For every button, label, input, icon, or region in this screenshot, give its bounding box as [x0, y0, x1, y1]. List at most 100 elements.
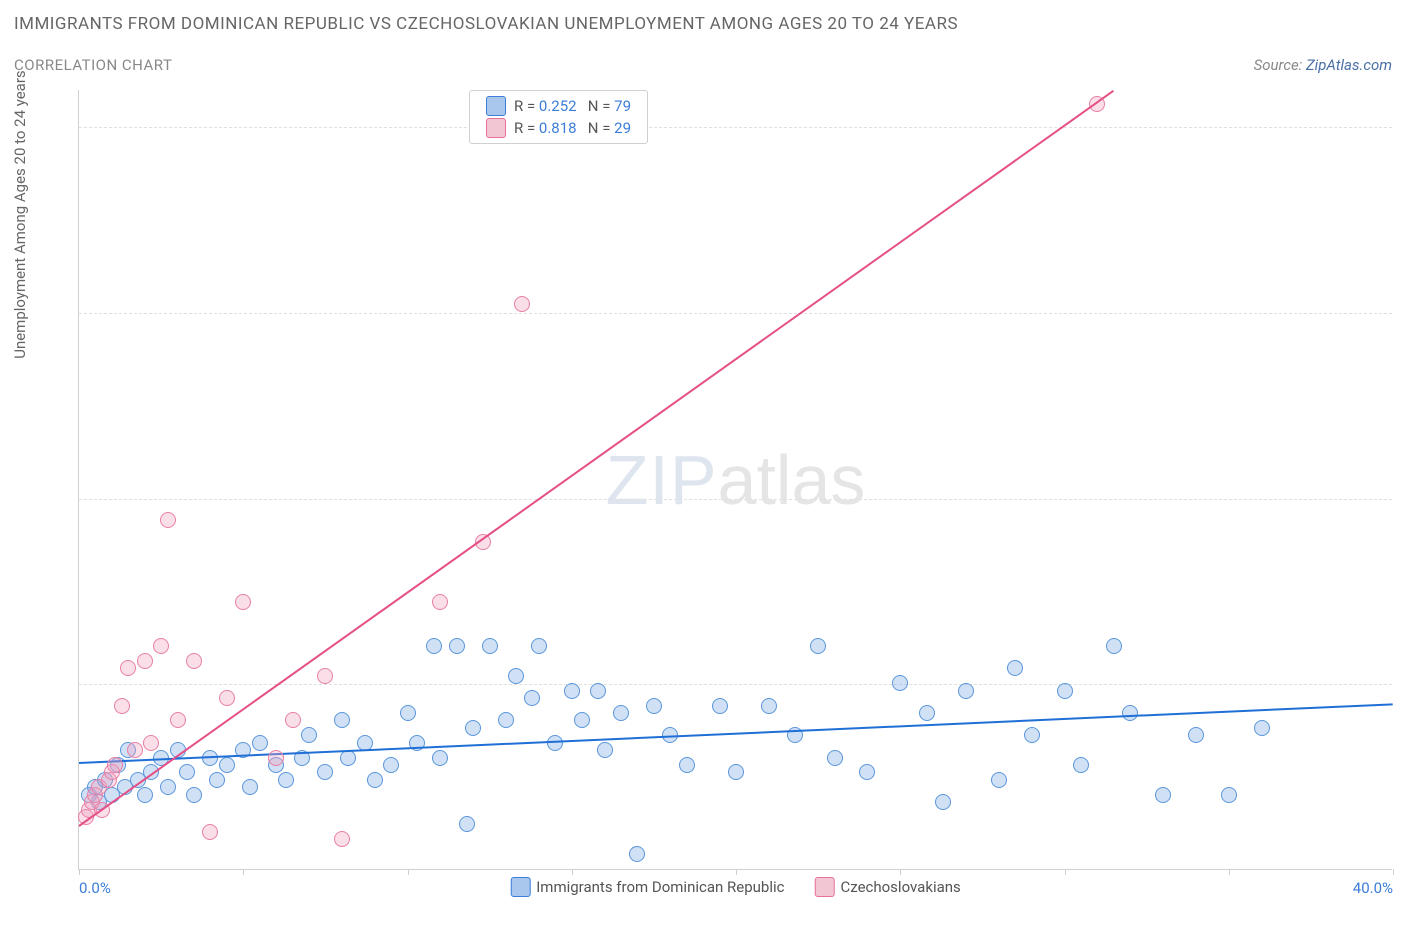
data-point: [153, 638, 169, 654]
x-tick: [408, 869, 409, 875]
data-point: [252, 735, 268, 751]
source-prefix: Source:: [1254, 56, 1306, 74]
grid-line: [79, 127, 1392, 128]
x-tick: [572, 869, 573, 875]
legend-text: R = 0.252 N = 79: [514, 97, 631, 115]
legend-item: Czechoslovakians: [814, 877, 960, 897]
data-point: [1024, 727, 1040, 743]
data-point: [531, 638, 547, 654]
data-point: [186, 653, 202, 669]
chart-title: IMMIGRANTS FROM DOMINICAN REPUBLIC VS CZ…: [14, 14, 958, 34]
data-point: [367, 772, 383, 788]
legend-box: R = 0.252 N = 79 R = 0.818 N = 29: [469, 90, 648, 144]
data-point: [137, 787, 153, 803]
data-point: [1122, 705, 1138, 721]
data-point: [465, 720, 481, 736]
data-point: [209, 772, 225, 788]
data-point: [1221, 787, 1237, 803]
grid-line: [79, 313, 1392, 314]
trend-line: [78, 90, 1114, 827]
x-tick: [900, 869, 901, 875]
data-point: [114, 698, 130, 714]
watermark: ZIPatlas: [606, 440, 866, 520]
data-point: [646, 698, 662, 714]
data-point: [400, 705, 416, 721]
x-tick-label: 40.0%: [1353, 879, 1393, 897]
data-point: [219, 757, 235, 773]
data-point: [426, 638, 442, 654]
grid-line: [79, 499, 1392, 500]
data-point: [170, 712, 186, 728]
x-tick: [1229, 869, 1230, 875]
chart-area: Unemployment Among Ages 20 to 24 years Z…: [58, 90, 1392, 898]
data-point: [179, 764, 195, 780]
data-point: [679, 757, 695, 773]
data-point: [137, 653, 153, 669]
bottom-legend: Immigrants from Dominican Republic Czecho…: [510, 877, 961, 897]
data-point: [1106, 638, 1122, 654]
data-point: [202, 824, 218, 840]
data-point: [242, 779, 258, 795]
data-point: [334, 831, 350, 847]
data-point: [301, 727, 317, 743]
data-point: [1155, 787, 1171, 803]
data-point: [761, 698, 777, 714]
legend-row: R = 0.252 N = 79: [486, 95, 631, 117]
data-point: [919, 705, 935, 721]
data-point: [1254, 720, 1270, 736]
data-point: [524, 690, 540, 706]
x-tick: [1393, 869, 1394, 875]
data-point: [107, 757, 123, 773]
legend-label: Immigrants from Dominican Republic: [536, 878, 784, 896]
data-point: [508, 668, 524, 684]
data-point: [235, 594, 251, 610]
watermark-zip: ZIP: [606, 441, 718, 519]
data-point: [613, 705, 629, 721]
data-point: [459, 816, 475, 832]
data-point: [597, 742, 613, 758]
data-point: [935, 794, 951, 810]
x-tick: [243, 869, 244, 875]
data-point: [432, 594, 448, 610]
source-link[interactable]: ZipAtlas.com: [1306, 56, 1392, 74]
data-point: [449, 638, 465, 654]
data-point: [383, 757, 399, 773]
data-point: [728, 764, 744, 780]
legend-swatch: [510, 877, 530, 897]
data-point: [514, 296, 530, 312]
data-point: [127, 742, 143, 758]
data-point: [1057, 683, 1073, 699]
data-point: [1007, 660, 1023, 676]
data-point: [892, 675, 908, 691]
chart-source: Source: ZipAtlas.com: [1254, 56, 1392, 74]
data-point: [482, 638, 498, 654]
data-point: [278, 772, 294, 788]
plot-region: ZIPatlas 25.0%50.0%75.0%100.0%0.0%40.0%R…: [78, 90, 1392, 870]
data-point: [317, 764, 333, 780]
data-point: [1073, 757, 1089, 773]
data-point: [268, 750, 284, 766]
x-tick: [1065, 869, 1066, 875]
data-point: [564, 683, 580, 699]
data-point: [590, 683, 606, 699]
data-point: [432, 750, 448, 766]
data-point: [219, 690, 235, 706]
data-point: [712, 698, 728, 714]
data-point: [991, 772, 1007, 788]
data-point: [1188, 727, 1204, 743]
chart-subtitle: CORRELATION CHART: [14, 56, 172, 74]
data-point: [859, 764, 875, 780]
data-point: [317, 668, 333, 684]
data-point: [285, 712, 301, 728]
data-point: [186, 787, 202, 803]
x-tick: [736, 869, 737, 875]
x-tick-label: 0.0%: [79, 879, 111, 897]
data-point: [574, 712, 590, 728]
legend-row: R = 0.818 N = 29: [486, 117, 631, 139]
data-point: [160, 779, 176, 795]
legend-swatch: [486, 96, 506, 116]
legend-text: R = 0.818 N = 29: [514, 119, 631, 137]
data-point: [334, 712, 350, 728]
data-point: [160, 512, 176, 528]
data-point: [810, 638, 826, 654]
